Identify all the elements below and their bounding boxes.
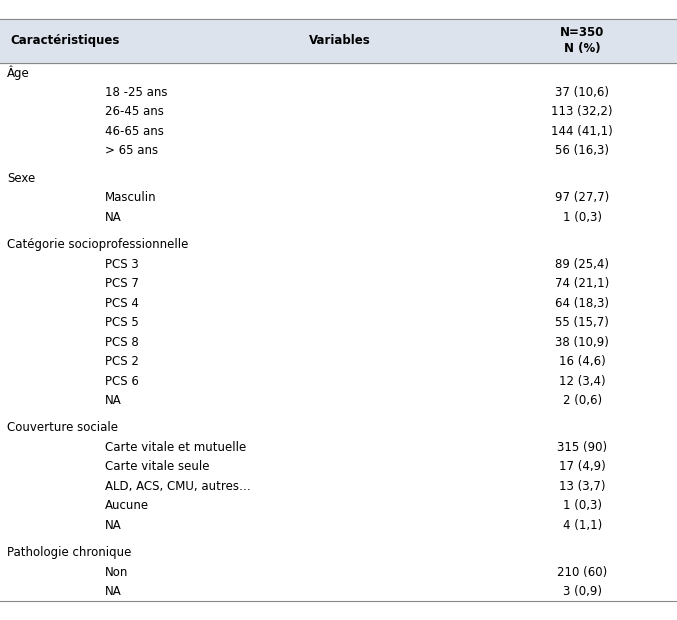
Text: Carte vitale seule: Carte vitale seule [105, 461, 209, 473]
Text: Variables: Variables [309, 35, 371, 47]
Text: NA: NA [105, 394, 122, 407]
Text: 1 (0,3): 1 (0,3) [563, 499, 602, 512]
Text: 12 (3,4): 12 (3,4) [559, 374, 605, 388]
Text: 55 (15,7): 55 (15,7) [555, 316, 609, 329]
Text: Caractéristiques: Caractéristiques [10, 35, 120, 47]
Text: 97 (27,7): 97 (27,7) [555, 192, 609, 204]
Text: 64 (18,3): 64 (18,3) [555, 296, 609, 309]
Text: 2 (0,6): 2 (0,6) [563, 394, 602, 407]
Text: Couverture sociale: Couverture sociale [7, 422, 118, 435]
Text: 3 (0,9): 3 (0,9) [563, 585, 602, 598]
Text: Masculin: Masculin [105, 192, 156, 204]
Bar [0, 19, 677, 63]
Text: PCS 7: PCS 7 [105, 277, 139, 290]
Text: NA: NA [105, 211, 122, 224]
Text: Aucune: Aucune [105, 499, 149, 512]
Text: Âge: Âge [7, 66, 30, 80]
Text: 13 (3,7): 13 (3,7) [559, 480, 605, 493]
Text: 17 (4,9): 17 (4,9) [559, 461, 606, 473]
Text: 18 -25 ans: 18 -25 ans [105, 86, 167, 99]
Text: 144 (41,1): 144 (41,1) [551, 125, 613, 138]
Text: 37 (10,6): 37 (10,6) [555, 86, 609, 99]
Text: 113 (32,2): 113 (32,2) [552, 105, 613, 118]
Text: Pathologie chronique: Pathologie chronique [7, 546, 131, 559]
Text: 210 (60): 210 (60) [557, 565, 607, 578]
Text: PCS 5: PCS 5 [105, 316, 139, 329]
Text: 56 (16,3): 56 (16,3) [555, 144, 609, 157]
Text: 26-45 ans: 26-45 ans [105, 105, 164, 118]
Text: N=350
N (%): N=350 N (%) [560, 27, 605, 55]
Text: NA: NA [105, 519, 122, 532]
Text: NA: NA [105, 585, 122, 598]
Text: 16 (4,6): 16 (4,6) [559, 355, 606, 368]
Text: PCS 4: PCS 4 [105, 296, 139, 309]
Text: 1 (0,3): 1 (0,3) [563, 211, 602, 224]
Text: 89 (25,4): 89 (25,4) [555, 257, 609, 270]
Text: > 65 ans: > 65 ans [105, 144, 158, 157]
Text: Non: Non [105, 565, 129, 578]
Text: Catégorie socioprofessionnelle: Catégorie socioprofessionnelle [7, 238, 188, 251]
Text: 315 (90): 315 (90) [557, 441, 607, 454]
Text: 38 (10,9): 38 (10,9) [555, 335, 609, 348]
Text: PCS 3: PCS 3 [105, 257, 139, 270]
Text: PCS 8: PCS 8 [105, 335, 139, 348]
Text: 4 (1,1): 4 (1,1) [563, 519, 602, 532]
Text: Sexe: Sexe [7, 172, 35, 185]
Text: 74 (21,1): 74 (21,1) [555, 277, 609, 290]
Text: PCS 6: PCS 6 [105, 374, 139, 388]
Text: 46-65 ans: 46-65 ans [105, 125, 164, 138]
Text: ALD, ACS, CMU, autres…: ALD, ACS, CMU, autres… [105, 480, 250, 493]
Text: Carte vitale et mutuelle: Carte vitale et mutuelle [105, 441, 246, 454]
Text: PCS 2: PCS 2 [105, 355, 139, 368]
